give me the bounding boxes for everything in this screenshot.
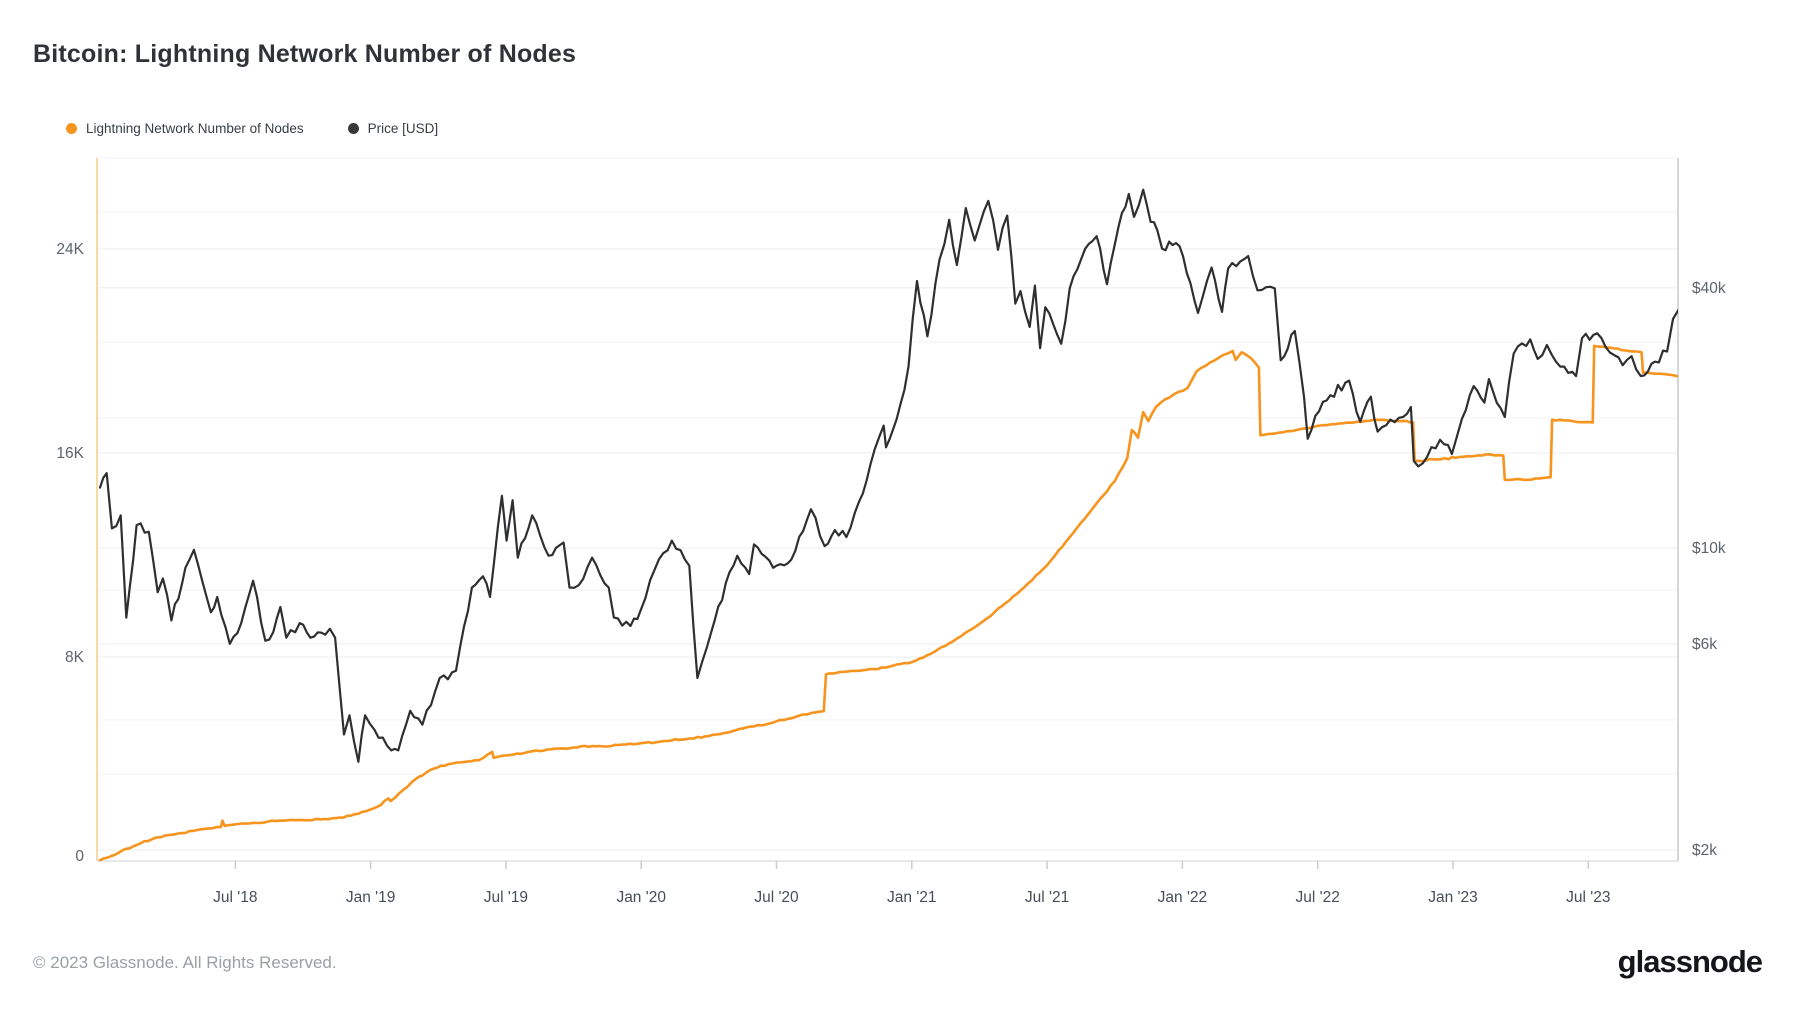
legend-item-price[interactable]: Price [USD] [347, 121, 439, 136]
y-left-tick-label: 0 [75, 848, 84, 865]
price-series-dot-icon [347, 123, 359, 134]
y-right-tick-label: $40k [1692, 280, 1726, 297]
chart-legend: Lightning Network Number of Nodes Price … [66, 121, 438, 136]
y-left-tick-label: 8K [65, 649, 85, 666]
legend-label-nodes: Lightning Network Number of Nodes [86, 121, 304, 136]
price-line-series [98, 188, 1678, 763]
x-axis-tick-label: Jul '22 [1296, 889, 1340, 906]
page-title: Bitcoin: Lightning Network Number of Nod… [33, 40, 577, 68]
copyright-text: © 2023 Glassnode. All Rights Reserved. [33, 953, 337, 972]
x-axis-tick-label: Jul '20 [754, 889, 799, 906]
legend-item-nodes[interactable]: Lightning Network Number of Nodes [66, 121, 304, 136]
x-axis-tick-label: Jul '23 [1566, 889, 1610, 906]
nodes-line-series [98, 344, 1678, 862]
x-axis-tick-label: Jul '18 [213, 889, 257, 906]
y-right-tick-label: $2k [1692, 842, 1717, 859]
nodes-series-dot-icon [66, 123, 77, 134]
x-axis-tick-label: Jan '22 [1158, 889, 1208, 906]
x-axis-tick-label: Jan '21 [887, 889, 937, 906]
x-axis-tick-label: Jan '20 [616, 889, 666, 906]
y-right-tick-label: $10k [1692, 540, 1726, 557]
x-axis-tick-label: Jul '21 [1025, 889, 1069, 906]
legend-label-price: Price [USD] [367, 121, 439, 136]
x-axis-tick-label: Jan '19 [346, 889, 396, 906]
x-axis-tick-label: Jul '19 [484, 889, 528, 906]
y-left-tick-label: 16K [56, 445, 84, 462]
x-axis-tick-label: Jan '23 [1428, 889, 1478, 906]
y-left-tick-label: 24K [56, 241, 84, 258]
glassnode-logo: glassnode [1617, 944, 1763, 979]
y-right-tick-label: $6k [1692, 636, 1717, 653]
